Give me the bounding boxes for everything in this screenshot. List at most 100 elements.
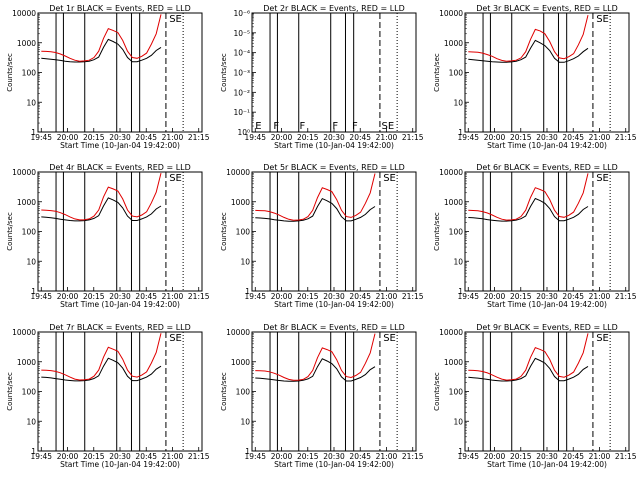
chart-title: Det 5r BLACK = Events, RED = LLD [263, 163, 405, 172]
segment-marker: F [352, 121, 358, 132]
y-tick-label: 100 [236, 388, 251, 397]
plot-frame [251, 171, 417, 292]
plot-frame [464, 171, 630, 292]
series-line-lld [41, 172, 162, 221]
y-tick-label: 1000 [17, 39, 36, 48]
series-line-lld [468, 173, 589, 221]
x-tick-label: 20:45 [135, 133, 157, 142]
y-tick-label: 1 [458, 447, 463, 456]
y-axis-label: Counts/sec [220, 372, 228, 411]
x-axis-label: Start Time (10-Jan-04 19:42:00) [487, 141, 607, 150]
x-tick-label: 20:45 [562, 452, 584, 461]
x-tick-label: 21:15 [188, 452, 210, 461]
chart-panel-3: Det 3r BLACK = Events, RED = LLD 1 10 100 10… [433, 4, 637, 150]
chart-title: Det 1r BLACK = Events, RED = LLD [49, 4, 191, 13]
x-tick-label: 20:30 [323, 133, 345, 142]
segment-marker: SE [596, 333, 609, 344]
x-tick-label: 21:00 [162, 133, 184, 142]
x-tick-label: 21:00 [589, 133, 611, 142]
x-tick-label: 20:00 [484, 292, 506, 301]
y-tick-label: 1000 [444, 198, 463, 207]
segment-marker: E [255, 121, 261, 132]
y-axis-label: Counts/sec [6, 53, 14, 92]
y-tick-label: 1000 [231, 358, 250, 367]
x-tick-label: 20:45 [562, 133, 584, 142]
x-axis-label: Start Time (10-Jan-04 19:42:00) [60, 300, 180, 309]
y-tick-label: 10⁰ [237, 128, 250, 137]
x-tick-label: 20:30 [323, 292, 345, 301]
y-tick-label: 10000 [439, 168, 463, 177]
x-tick-label: 20:30 [109, 133, 131, 142]
y-tick-label: 1 [31, 447, 36, 456]
x-tick-label: 21:15 [615, 133, 637, 142]
series-line-lld [468, 14, 589, 62]
segment-marker: F [332, 121, 338, 132]
y-axis-label: Counts/sec [433, 372, 441, 411]
series-line-events [255, 358, 376, 382]
plot-frame [251, 331, 417, 452]
y-tick-label: 10⁻² [233, 88, 250, 97]
y-tick-label: 10000 [12, 168, 36, 177]
segment-marker: F [300, 121, 306, 132]
chart-title: Det 4r BLACK = Events, RED = LLD [49, 163, 191, 172]
y-tick-label: 10⁻¹ [233, 108, 250, 117]
chart-panel-7: Det 7r BLACK = Events, RED = LLD 1 10 100 10… [6, 323, 210, 469]
x-tick-label: 21:15 [188, 133, 210, 142]
y-axis-label: Counts/sec [6, 212, 14, 251]
y-tick-label: 100 [22, 69, 37, 78]
chart-title: Det 8r BLACK = Events, RED = LLD [263, 323, 405, 332]
y-tick-label: 1000 [444, 39, 463, 48]
y-tick-label: 100 [449, 69, 464, 78]
y-tick-label: 100 [449, 388, 464, 397]
x-tick-label: 21:00 [162, 452, 184, 461]
y-tick-label: 10000 [439, 9, 463, 18]
y-tick-label: 1000 [231, 198, 250, 207]
segment-marker: SE [169, 333, 182, 344]
x-tick-label: 21:00 [376, 452, 398, 461]
x-tick-label: 20:00 [271, 133, 293, 142]
y-tick-label: 10000 [12, 9, 36, 18]
chart-panel-4: Det 4r BLACK = Events, RED = LLD 1 10 100 10… [6, 163, 210, 309]
y-tick-label: 10000 [439, 328, 463, 337]
x-tick-label: 19:45 [244, 292, 266, 301]
y-tick-label: 1 [31, 287, 36, 296]
x-tick-label: 21:15 [615, 292, 637, 301]
plot-frame [464, 12, 630, 133]
x-tick-label: 19:45 [30, 452, 52, 461]
chart-panel-8: Det 8r BLACK = Events, RED = LLD 1 10 100 10… [220, 323, 424, 469]
y-tick-label: 10 [453, 417, 463, 426]
segment-marker: F [273, 121, 279, 132]
x-tick-label: 21:15 [402, 452, 424, 461]
x-tick-label: 20:30 [323, 452, 345, 461]
x-tick-label: 20:45 [562, 292, 584, 301]
y-tick-label: 10000 [12, 328, 36, 337]
x-tick-label: 21:15 [402, 292, 424, 301]
x-tick-label: 20:00 [484, 452, 506, 461]
x-tick-label: 19:45 [457, 452, 479, 461]
x-tick-label: 21:00 [589, 452, 611, 461]
y-tick-label: 1000 [444, 358, 463, 367]
x-tick-label: 20:15 [83, 292, 105, 301]
x-tick-label: 21:15 [402, 133, 424, 142]
x-tick-label: 20:30 [536, 452, 558, 461]
y-tick-label: 1 [458, 128, 463, 137]
y-tick-label: 100 [449, 228, 464, 237]
y-tick-label: 10 [240, 257, 250, 266]
plot-frame [37, 331, 203, 452]
segment-marker: SE [383, 333, 396, 344]
plot-frame [251, 12, 417, 133]
x-tick-label: 20:15 [297, 292, 319, 301]
x-tick-label: 21:00 [162, 292, 184, 301]
segment-marker: SE [383, 173, 396, 184]
x-tick-label: 20:15 [297, 452, 319, 461]
x-tick-label: 19:45 [244, 452, 266, 461]
x-tick-label: 21:00 [589, 292, 611, 301]
y-tick-label: 1 [31, 128, 36, 137]
segment-marker: SE [169, 173, 182, 184]
chart-title: Det 6r BLACK = Events, RED = LLD [476, 163, 618, 172]
y-axis-label: Counts/sec [433, 53, 441, 92]
y-axis-label: Counts/sec [6, 372, 14, 411]
series-line-events [41, 197, 162, 222]
y-tick-label: 1000 [17, 358, 36, 367]
y-tick-label: 10 [453, 257, 463, 266]
